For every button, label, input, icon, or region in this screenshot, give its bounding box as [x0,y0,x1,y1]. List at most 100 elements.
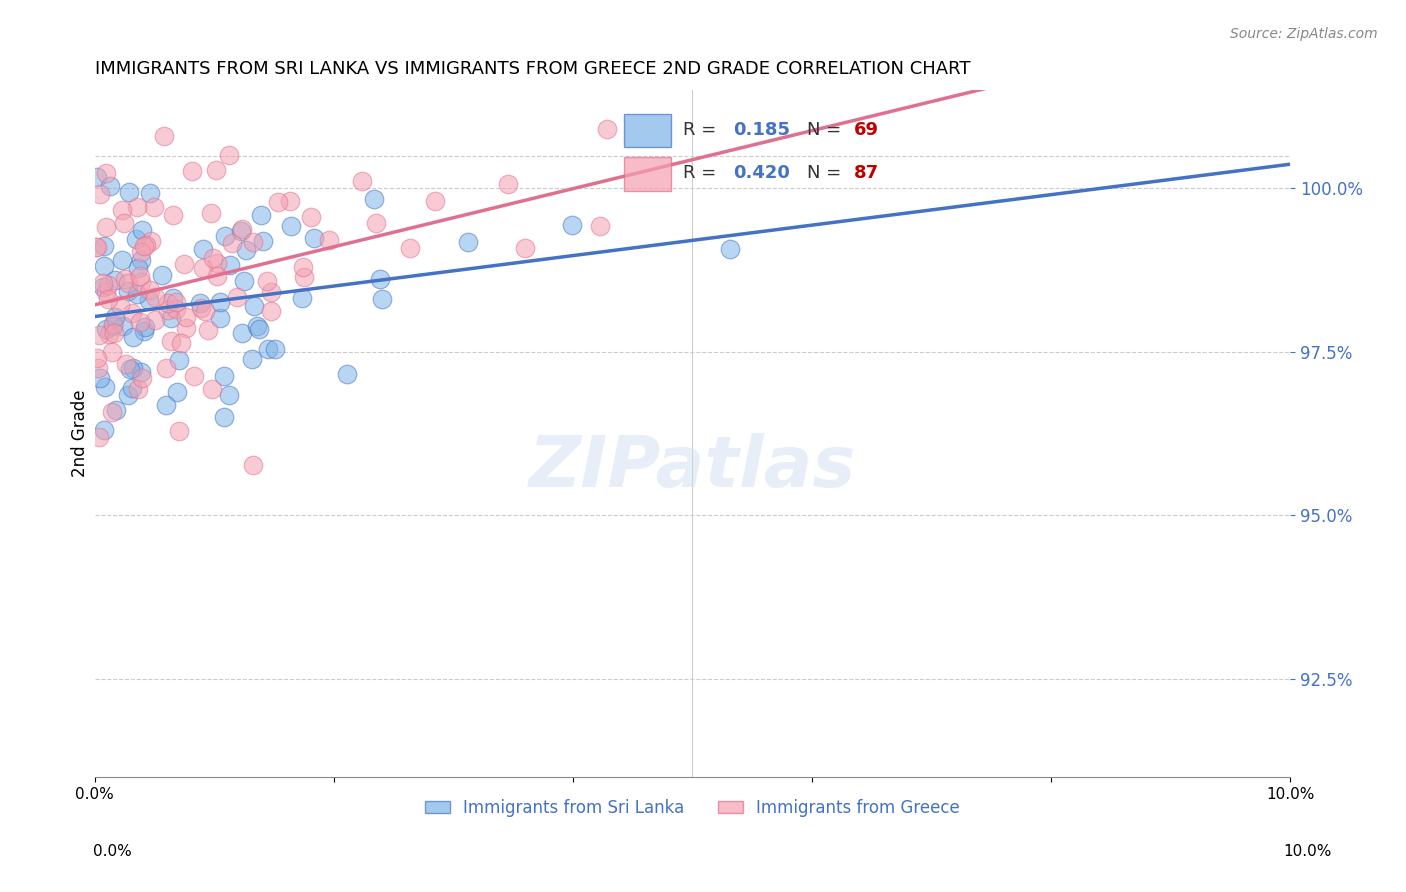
Immigrants from Greece [127,382,149,396]
Immigrants from Greece [128,268,150,283]
Immigrants from Greece [115,357,138,371]
Immigrants from Greece [194,303,217,318]
Immigrants from Greece [86,351,108,365]
Immigrants from Sri Lanka [247,322,270,336]
Immigrants from Sri Lanka [101,319,124,334]
Immigrants from Greece [242,235,264,249]
Immigrants from Greece [596,121,619,136]
Immigrants from Greece [134,239,156,253]
Immigrants from Greece [94,285,117,299]
Text: Source: ZipAtlas.com: Source: ZipAtlas.com [1230,27,1378,41]
Immigrants from Greece [101,405,124,419]
Immigrants from Sri Lanka [134,324,156,338]
Immigrants from Sri Lanka [214,410,236,425]
Immigrants from Greece [513,241,536,255]
Immigrants from Greece [197,323,219,337]
Text: 10.0%: 10.0% [1284,845,1331,859]
Immigrants from Sri Lanka [214,228,236,243]
Immigrants from Greece [256,274,278,288]
Immigrants from Greece [108,298,131,312]
Immigrants from Sri Lanka [117,388,139,402]
Immigrants from Greece [191,260,214,275]
Immigrants from Greece [221,235,243,250]
Immigrants from Greece [200,205,222,219]
Immigrants from Sri Lanka [561,219,583,233]
Immigrants from Sri Lanka [246,318,269,333]
Immigrants from Sri Lanka [98,178,121,193]
Immigrants from Sri Lanka [257,343,280,357]
Immigrants from Sri Lanka [91,280,114,294]
Immigrants from Sri Lanka [371,293,394,307]
Immigrants from Sri Lanka [243,299,266,313]
Immigrants from Sri Lanka [240,352,263,367]
Immigrants from Sri Lanka [160,311,183,326]
Immigrants from Greece [162,208,184,222]
Immigrants from Sri Lanka [291,291,314,305]
Immigrants from Greece [139,234,162,248]
Immigrants from Sri Lanka [129,365,152,379]
Immigrants from Greece [180,164,202,178]
Immigrants from Sri Lanka [214,368,236,383]
Immigrants from Greece [131,370,153,384]
Immigrants from Greece [364,216,387,230]
Immigrants from Sri Lanka [718,242,741,256]
Immigrants from Greece [202,251,225,265]
Immigrants from Sri Lanka [208,310,231,325]
Immigrants from Greece [135,238,157,252]
Immigrants from Greece [114,272,136,286]
Immigrants from Sri Lanka [232,274,254,288]
Immigrants from Greece [89,187,111,202]
Immigrants from Sri Lanka [208,294,231,309]
Immigrants from Sri Lanka [363,192,385,206]
Immigrants from Sri Lanka [219,258,242,272]
Immigrants from Greece [97,326,120,341]
Text: 0.0%: 0.0% [93,845,132,859]
Immigrants from Sri Lanka [231,326,253,340]
Immigrants from Sri Lanka [94,380,117,394]
Immigrants from Greece [218,147,240,161]
Immigrants from Greece [226,289,249,303]
Immigrants from Sri Lanka [127,260,149,275]
Immigrants from Greece [155,360,177,375]
Immigrants from Greece [121,306,143,320]
Immigrants from Sri Lanka [93,423,115,437]
Immigrants from Greece [129,314,152,328]
Immigrants from Sri Lanka [121,381,143,395]
Immigrants from Sri Lanka [166,385,188,400]
Immigrants from Greece [87,360,110,375]
Immigrants from Greece [292,269,315,284]
Immigrants from Greece [94,166,117,180]
Immigrants from Sri Lanka [122,360,145,375]
Immigrants from Greece [183,368,205,383]
Immigrants from Greece [299,210,322,224]
Immigrants from Greece [89,328,111,343]
Immigrants from Sri Lanka [125,231,148,245]
Immigrants from Sri Lanka [336,368,359,382]
Immigrants from Greece [159,334,181,348]
Immigrants from Sri Lanka [93,259,115,273]
Immigrants from Greece [139,283,162,297]
Immigrants from Sri Lanka [188,296,211,310]
Immigrants from Sri Lanka [264,342,287,356]
Immigrants from Sri Lanka [127,286,149,301]
Immigrants from Greece [260,303,283,318]
Immigrants from Sri Lanka [155,398,177,412]
Immigrants from Sri Lanka [231,223,253,237]
Immigrants from Greece [125,200,148,214]
Immigrants from Greece [87,430,110,444]
Immigrants from Sri Lanka [134,320,156,334]
Immigrants from Greece [190,301,212,315]
Immigrants from Greece [117,276,139,290]
Immigrants from Greece [129,275,152,289]
Immigrants from Sri Lanka [150,268,173,282]
Immigrants from Greece [352,174,374,188]
Immigrants from Greece [174,320,197,334]
Immigrants from Greece [112,216,135,230]
Immigrants from Sri Lanka [131,223,153,237]
Immigrants from Greece [173,257,195,271]
Immigrants from Greece [165,301,187,316]
Immigrants from Greece [100,344,122,359]
Immigrants from Sri Lanka [280,219,302,234]
Immigrants from Sri Lanka [112,319,135,334]
Immigrants from Greece [267,195,290,210]
